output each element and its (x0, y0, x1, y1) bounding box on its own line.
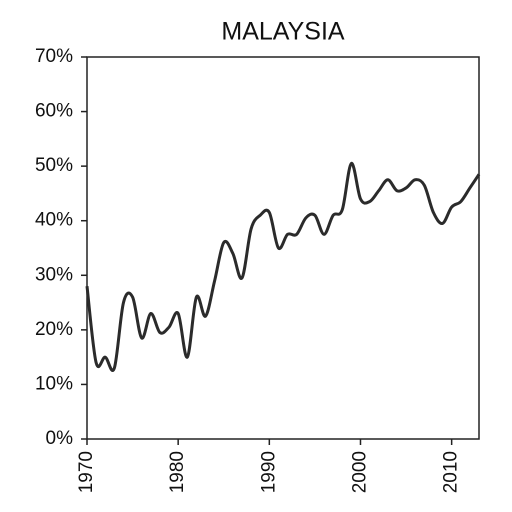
y-tick-label: 0% (46, 428, 74, 449)
chart-title: MALAYSIA (221, 18, 345, 46)
y-tick-label: 40% (35, 210, 73, 231)
x-tick-label: 1970 (76, 451, 97, 493)
y-tick-label: 60% (35, 101, 73, 122)
x-tick-label: 1990 (258, 451, 279, 493)
y-tick-label: 70% (35, 46, 73, 67)
x-tick-label: 2000 (350, 451, 371, 493)
data-line (85, 161, 481, 372)
y-tick-label: 10% (35, 373, 73, 394)
y-tick-label: 50% (35, 155, 73, 176)
plot-frame (86, 56, 480, 440)
y-tick-label: 20% (35, 319, 73, 340)
x-tick-label: 1980 (167, 451, 188, 493)
x-tick-label: 2010 (441, 451, 462, 493)
y-tick-label: 30% (35, 264, 73, 285)
